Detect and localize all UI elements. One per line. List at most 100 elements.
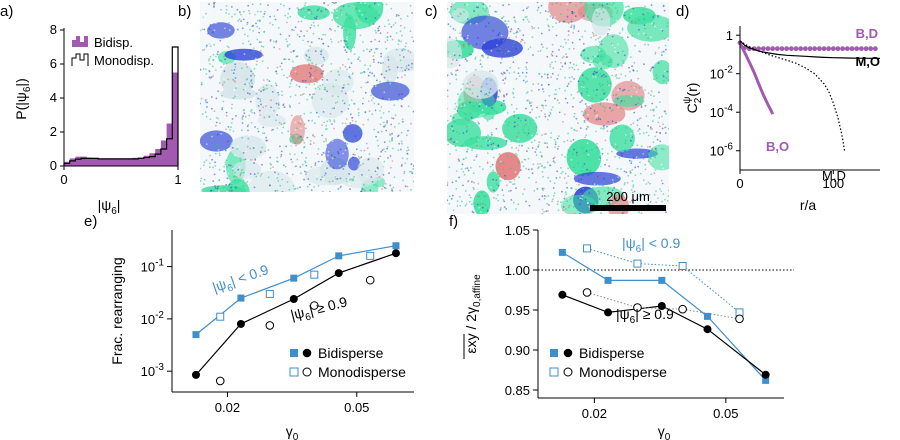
y-tick-label: 1.05 — [505, 223, 530, 238]
particle — [566, 3, 568, 5]
particle — [658, 105, 660, 108]
particle — [277, 104, 280, 106]
particle — [285, 145, 288, 148]
particle — [594, 61, 596, 63]
particle — [291, 161, 294, 163]
particle — [455, 39, 458, 42]
particle — [615, 127, 618, 130]
particle — [382, 174, 385, 176]
particle — [580, 85, 583, 88]
particle — [585, 77, 588, 79]
particle — [451, 181, 454, 184]
particle — [623, 88, 626, 91]
particle — [633, 61, 636, 64]
bd-point — [774, 46, 780, 52]
particle — [300, 180, 303, 183]
particle — [495, 10, 498, 13]
particle — [646, 167, 649, 170]
particle — [555, 123, 558, 126]
particle — [586, 91, 589, 93]
particle — [383, 33, 386, 36]
particle — [370, 40, 373, 43]
particle — [653, 108, 655, 111]
particle — [201, 113, 204, 115]
particle — [408, 43, 410, 46]
particle — [465, 70, 468, 73]
particle — [225, 5, 228, 7]
particle — [598, 83, 601, 85]
particle — [358, 128, 361, 130]
particle — [666, 22, 669, 24]
particle — [346, 38, 348, 41]
particle — [320, 10, 322, 12]
particle — [639, 161, 641, 164]
particle — [312, 134, 314, 137]
particle — [570, 18, 573, 20]
particle — [366, 175, 368, 178]
particle — [595, 203, 598, 205]
particle — [607, 61, 610, 64]
particle — [600, 67, 603, 70]
particle — [367, 74, 370, 77]
particle — [513, 114, 515, 117]
particle — [553, 182, 556, 185]
bd-point — [784, 46, 790, 52]
particle — [594, 115, 597, 118]
particle — [630, 111, 633, 114]
particle — [378, 25, 381, 28]
particle — [322, 76, 324, 79]
particle — [656, 211, 659, 214]
particle — [651, 156, 654, 159]
particle — [286, 16, 289, 19]
particle — [273, 15, 276, 18]
particle — [200, 47, 201, 49]
particle — [452, 52, 455, 55]
particle — [215, 121, 218, 124]
particle — [617, 51, 619, 54]
particle — [647, 71, 650, 74]
particle — [621, 27, 624, 30]
particle — [263, 116, 266, 119]
particle — [452, 58, 454, 61]
particle — [566, 85, 569, 88]
particle — [569, 197, 572, 200]
particle — [212, 59, 215, 62]
particle — [382, 105, 384, 108]
particle — [480, 90, 482, 93]
particle — [262, 79, 265, 81]
particle — [504, 52, 507, 55]
particle — [344, 142, 347, 144]
particle — [306, 185, 309, 188]
particle — [502, 109, 505, 111]
particle — [353, 3, 356, 5]
particle — [218, 152, 221, 155]
particle — [411, 12, 413, 14]
particle — [525, 15, 528, 18]
particle — [525, 200, 527, 203]
data-point — [703, 325, 712, 334]
particle — [338, 73, 341, 76]
particle — [458, 195, 461, 198]
particle — [615, 93, 618, 96]
particle — [335, 2, 337, 4]
particle — [578, 173, 580, 176]
particle — [224, 37, 227, 40]
particle — [511, 91, 514, 94]
particle — [328, 180, 331, 183]
particle — [465, 157, 467, 159]
particle — [230, 69, 233, 72]
particle — [598, 67, 600, 70]
particle — [374, 38, 376, 41]
data-point — [604, 276, 612, 284]
particle — [337, 104, 339, 107]
particle — [597, 37, 600, 40]
particle — [265, 84, 268, 87]
particle — [516, 154, 518, 157]
particle — [357, 58, 360, 60]
particle — [512, 42, 515, 45]
particle — [463, 3, 466, 6]
particle — [638, 118, 641, 120]
particle — [508, 37, 510, 39]
particle — [667, 61, 669, 64]
